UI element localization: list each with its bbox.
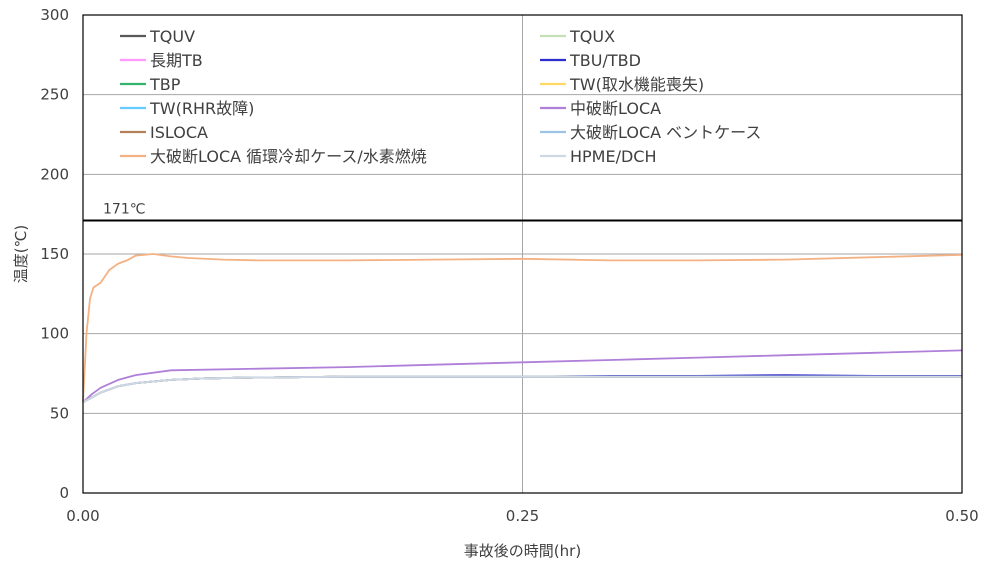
legend-item: 長期TB: [120, 51, 203, 70]
series-line: [82, 375, 962, 403]
y-tick-label: 250: [40, 86, 69, 104]
legend-item: 大破断LOCA ベントケース: [540, 123, 761, 142]
legend-item: 中破断LOCA: [540, 99, 661, 118]
legend-label: 長期TB: [150, 51, 203, 70]
x-tick-label: 0.50: [945, 507, 978, 525]
legend-label: TQUX: [569, 27, 615, 46]
legend-label: 大破断LOCA 循環冷却ケース/水素燃焼: [150, 147, 427, 166]
plot-area-frame: [82, 14, 963, 494]
reference-line-label: 171℃: [103, 202, 145, 218]
legend-label: TW(RHR故障): [149, 99, 254, 118]
y-tick-label: 200: [40, 165, 69, 183]
legend-label: HPME/DCH: [570, 147, 657, 166]
legend-item: TQUX: [540, 27, 615, 46]
legend-item: TW(RHR故障): [120, 99, 254, 118]
legend: TQUV TQUX 長期TB TBU/TBD TBP TW(取水機能喪失) TW(RHR故障…: [120, 27, 761, 166]
tick-label-layer: 0 50 100 150 200 250 300 0.00 0.25 0.50: [40, 6, 978, 525]
x-tick-label: 0.00: [66, 507, 99, 525]
y-tick-label: 0: [59, 484, 69, 502]
legend-label: TQUV: [149, 27, 195, 46]
y-tick-label: 100: [40, 325, 69, 343]
legend-label: TW(取水機能喪失): [569, 75, 704, 94]
legend-label: TBP: [149, 75, 181, 94]
series-line: [82, 253, 963, 403]
y-tick-label: 300: [40, 6, 69, 24]
grid-layer: [83, 15, 962, 493]
x-tick-label: 0.25: [506, 507, 539, 525]
legend-label: ISLOCA: [150, 123, 208, 142]
legend-item: TW(取水機能喪失): [540, 75, 704, 94]
legend-item: TBP: [120, 75, 181, 94]
legend-label: 中破断LOCA: [570, 99, 661, 118]
legend-item: 大破断LOCA 循環冷却ケース/水素燃焼: [120, 147, 427, 166]
legend-label: 大破断LOCA ベントケース: [570, 123, 761, 142]
series-line: [82, 349, 963, 403]
legend-item: HPME/DCH: [540, 147, 657, 166]
x-axis-title: 事故後の時間(hr): [464, 542, 581, 560]
y-axis-title: 温度(℃): [12, 225, 30, 284]
legend-item: TQUV: [120, 27, 195, 46]
series-layer: [82, 253, 963, 403]
y-tick-label: 50: [50, 404, 69, 422]
legend-label: TBU/TBD: [569, 51, 641, 70]
legend-item: TBU/TBD: [540, 51, 641, 70]
y-tick-label: 150: [40, 245, 69, 263]
legend-item: ISLOCA: [120, 123, 208, 142]
